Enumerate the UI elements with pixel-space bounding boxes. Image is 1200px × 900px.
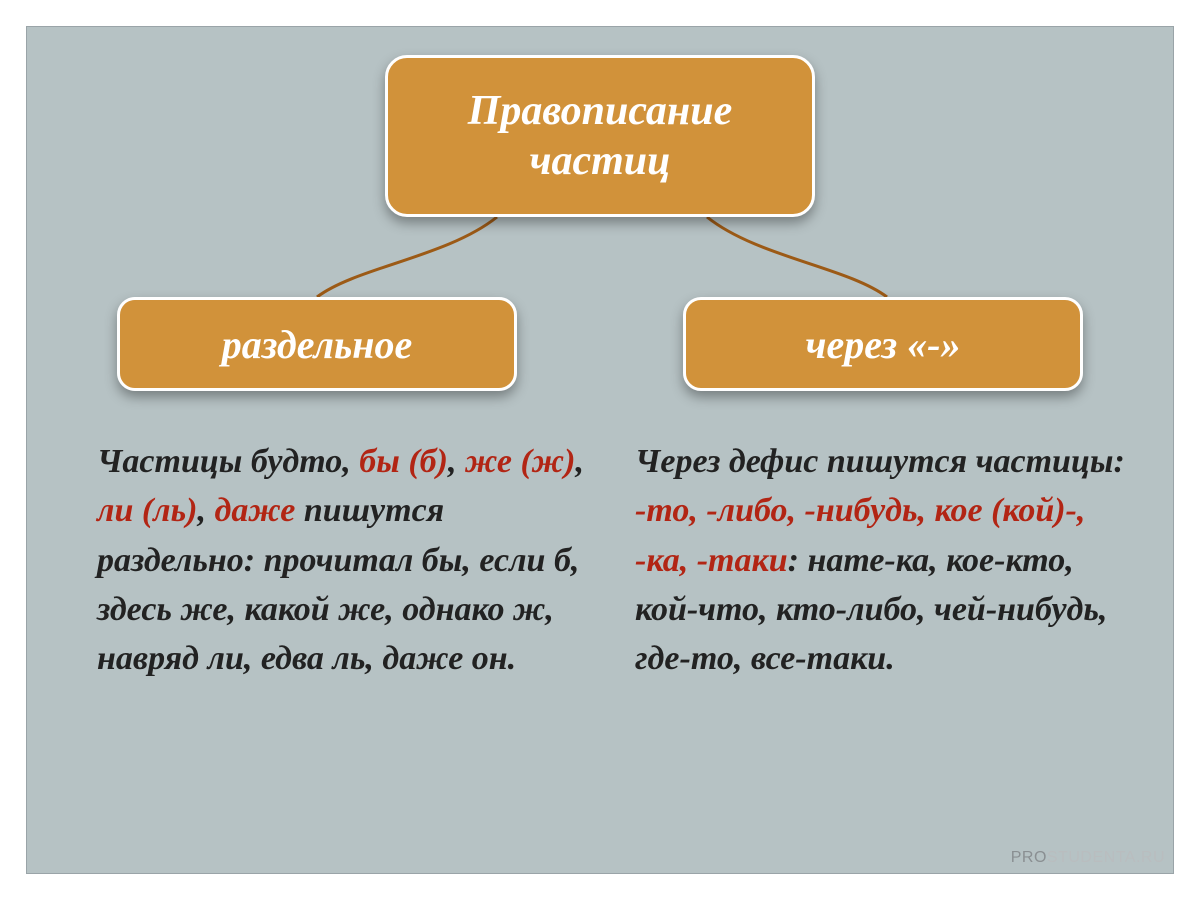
child-right-label: через «-» (806, 321, 961, 368)
body-text: , (198, 492, 215, 529)
title-text: Правописание частиц (408, 86, 792, 187)
highlight-text: даже (215, 492, 296, 529)
watermark-rest: STUDENTA.RU (1047, 849, 1165, 866)
child-left-label: раздельное (222, 321, 412, 368)
body-text: , (575, 443, 584, 480)
text-column-right: Через дефис пишутся частицы: -то, -либо,… (635, 437, 1125, 683)
highlight-text: же (ж) (465, 443, 576, 480)
child-box-left: раздельное (117, 297, 517, 391)
text-column-left: Частицы будто, бы (б), же (ж), ли (ль), … (97, 437, 587, 683)
body-text: , (448, 443, 465, 480)
watermark-pro: PRO (1011, 849, 1047, 866)
title-box: Правописание частиц (385, 55, 815, 217)
body-text: Частицы будто, (97, 443, 359, 480)
slide-frame: Правописание частиц раздельное через «-»… (26, 26, 1174, 874)
body-text: Через дефис пишутся частицы: (635, 443, 1125, 480)
highlight-text: ли (ль) (97, 492, 198, 529)
child-box-right: через «-» (683, 297, 1083, 391)
highlight-text: бы (б) (359, 443, 448, 480)
watermark: PROSTUDENTA.RU (1011, 849, 1165, 867)
